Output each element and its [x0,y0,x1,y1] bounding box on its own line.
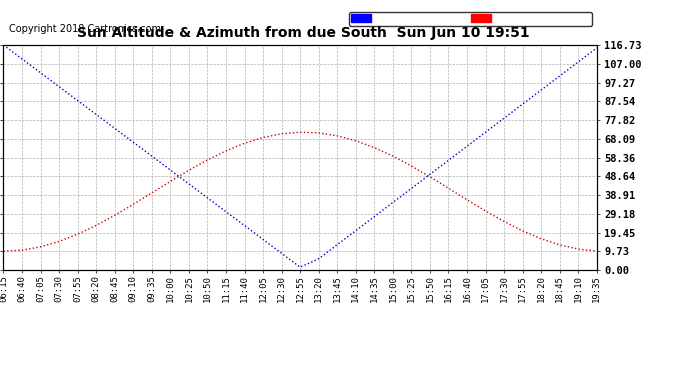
Text: Sun Altitude & Azimuth from due South  Sun Jun 10 19:51: Sun Altitude & Azimuth from due South Su… [77,26,530,40]
Legend: Azimuth (Angle °), Altitude (Angle °): Azimuth (Angle °), Altitude (Angle °) [349,12,592,26]
Text: Copyright 2018 Cartronics.com: Copyright 2018 Cartronics.com [10,24,161,34]
